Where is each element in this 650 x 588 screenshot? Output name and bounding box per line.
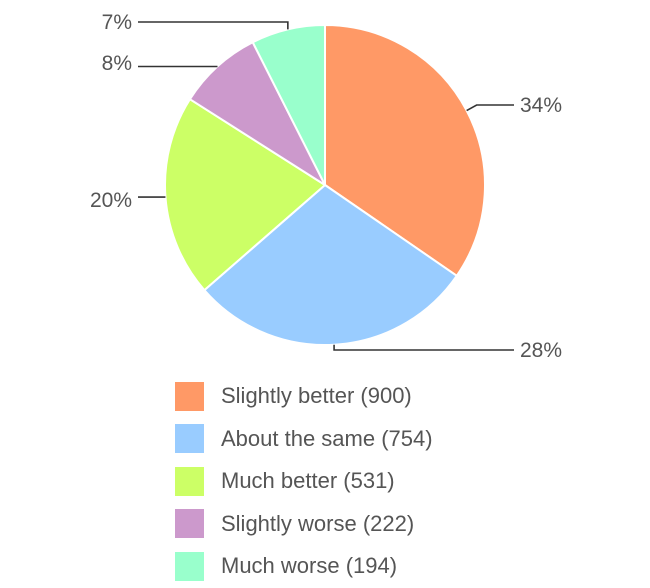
slice-percent-label: 20% — [90, 189, 132, 212]
legend-item: Slightly better (900) — [175, 375, 433, 418]
pie-slices — [164, 23, 486, 346]
leader-line — [138, 21, 289, 30]
legend-label: Slightly better (900) — [221, 383, 412, 409]
slice-percent-label: 7% — [102, 11, 132, 34]
legend-label: Much worse (194) — [221, 553, 398, 579]
legend-item: About the same (754) — [175, 418, 433, 461]
legend-swatch — [175, 381, 204, 411]
pie-leader-lines — [138, 21, 514, 351]
slice-percent-label: 28% — [520, 339, 562, 362]
legend-swatch — [175, 466, 204, 496]
legend-swatch — [175, 551, 204, 581]
pie-slice — [324, 23, 486, 278]
pie-slice — [188, 40, 328, 188]
legend-item: Much better (531) — [175, 460, 433, 503]
legend-label: Slightly worse (222) — [221, 510, 415, 536]
pie-percent-labels: 34% 28% 20% 8% 7% — [90, 11, 562, 362]
slice-percent-label: 8% — [102, 52, 132, 75]
legend-swatch — [175, 509, 204, 539]
legend-label: Much better (531) — [221, 468, 395, 494]
legend-item: Slightly worse (222) — [175, 503, 433, 546]
legend-item: Much worse (194) — [175, 545, 433, 588]
legend-swatch — [175, 424, 204, 454]
leader-line — [466, 104, 514, 112]
legend-label: About the same (754) — [221, 425, 433, 451]
slice-percent-label: 34% — [520, 94, 562, 117]
pie-slice — [202, 183, 459, 346]
pie-slice — [164, 97, 327, 292]
chart-legend: Slightly better (900) About the same (754… — [175, 375, 433, 588]
leader-line — [333, 344, 514, 351]
